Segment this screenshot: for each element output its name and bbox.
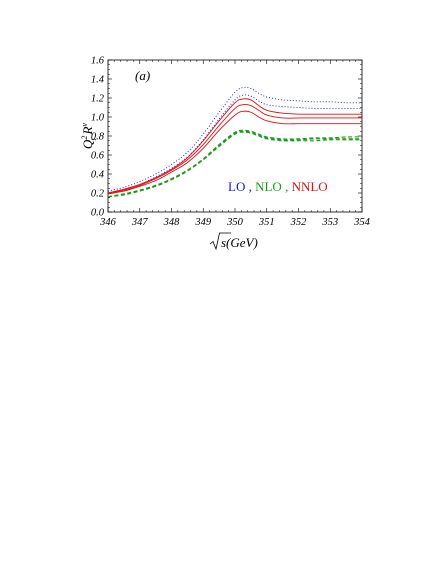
x-tick-label: 347 xyxy=(131,217,149,228)
legend: LO , NLO , NNLO xyxy=(228,179,328,194)
legend-item-lo: LO xyxy=(228,179,245,194)
legend-text: LO , NLO , NNLO xyxy=(228,179,328,194)
y-label-sup: 2 xyxy=(80,136,89,140)
y-label-q: Q xyxy=(80,139,95,149)
x-tick-label: 354 xyxy=(353,217,371,228)
legend-item-separator: , xyxy=(282,179,289,194)
legend-item-nnlo: NNLO xyxy=(288,179,327,194)
series-line-nlo-7 xyxy=(107,131,362,198)
x-tick-label: 348 xyxy=(163,217,181,228)
axis-ticks xyxy=(107,59,363,213)
y-tick-label: 1.6 xyxy=(91,56,105,67)
legend-item-nlo: NLO xyxy=(252,179,282,194)
x-tick-label: 350 xyxy=(226,217,244,228)
series-line-nnlo-2 xyxy=(107,98,362,194)
y-label-sub: t xyxy=(89,138,98,141)
y-tick-label: 0.6 xyxy=(91,151,105,162)
x-tick-label: 346 xyxy=(99,217,117,228)
series-line-nnlo-3 xyxy=(107,104,362,194)
series-line-lo-1 xyxy=(107,94,362,194)
y-tick-label: 0.8 xyxy=(91,132,105,143)
y-tick-label: 0.4 xyxy=(91,170,105,181)
y-tick-label: 1.4 xyxy=(91,75,105,86)
y-tick-label: 1.2 xyxy=(91,94,105,105)
axis-tick-labels: 346 347 348 349 350 351 352 353 354 0.0 0.2 0.4 0.6 0… xyxy=(91,56,371,229)
x-tick-label: 353 xyxy=(321,217,338,228)
x-axis-label-text: s(GeV) xyxy=(221,235,258,250)
y-axis-label-text: Q2tRv xyxy=(80,122,98,149)
y-tick-label: 1.0 xyxy=(91,113,105,124)
panel-label: (a) xyxy=(135,68,150,83)
series-layer xyxy=(107,86,363,198)
x-tick-label: 349 xyxy=(194,217,212,228)
series-line-nnlo-4 xyxy=(107,110,362,195)
series-line-lo-0 xyxy=(107,86,363,192)
y-tick-label: 0.2 xyxy=(91,189,105,200)
x-axis-title: s(GeV) xyxy=(209,232,258,251)
y-axis-title: Q2tRv xyxy=(80,122,98,149)
y-label-r: R xyxy=(80,126,95,135)
sqrt-symbol xyxy=(209,232,231,251)
x-tick-label: 351 xyxy=(258,217,275,228)
y-label-v: v xyxy=(80,122,89,126)
series-line-nlo-6 xyxy=(107,130,362,198)
y-tick-label: 0.0 xyxy=(91,208,105,219)
x-tick-label: 352 xyxy=(290,217,308,228)
legend-item-separator: , xyxy=(245,179,252,194)
